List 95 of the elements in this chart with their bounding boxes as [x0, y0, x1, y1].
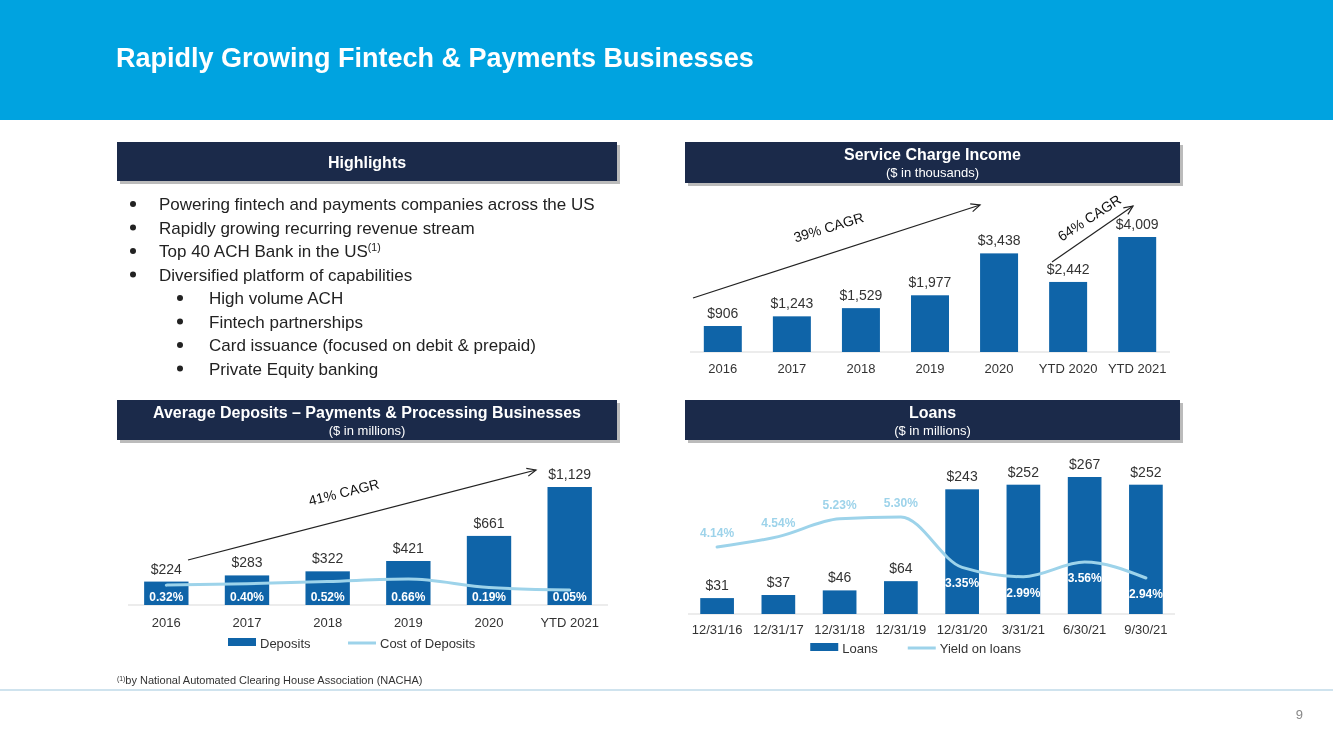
annotation: 41% CAGR	[306, 475, 381, 509]
data-label: $224	[150, 560, 183, 577]
bar	[1129, 484, 1163, 614]
data-label: 3.35%	[945, 576, 980, 591]
data-label: 0.32%	[149, 590, 184, 604]
data-label: $421	[392, 540, 425, 556]
data-label: 4.14%	[700, 525, 735, 540]
bar	[700, 598, 734, 614]
data-label: 4.54%	[761, 515, 796, 530]
data-label: 0.05%	[552, 590, 588, 604]
chart-title: Average Deposits – Payments & Processing Businesses	[152, 404, 582, 421]
data-label: $1,529	[839, 287, 883, 304]
text: High volume ACH	[209, 289, 344, 308]
x-tick-label: 6/30/21	[1062, 622, 1107, 637]
data-label: $661	[473, 514, 505, 531]
x-tick-label: 9/30/21	[1124, 622, 1168, 637]
x-tick-label: 12/31/16	[691, 622, 743, 637]
bar	[1067, 477, 1102, 614]
x-tick-label: 2020	[474, 615, 504, 630]
data-label: $1,977	[908, 274, 952, 291]
chart-subtitle: ($ in millions)	[328, 423, 406, 438]
data-label: $46	[827, 569, 852, 586]
data-label: $906	[707, 305, 739, 322]
x-tick-label: 2019	[393, 615, 423, 630]
x-tick-label: 2016	[708, 361, 738, 376]
x-tick-label: 2018	[846, 361, 876, 376]
x-tick-label: 12/31/17	[753, 622, 804, 637]
x-tick-label: 2017	[232, 615, 262, 630]
data-label: $252	[1130, 463, 1162, 480]
text: Highlights	[327, 154, 407, 171]
bar	[911, 295, 949, 352]
x-tick-label: YTD 2021	[540, 615, 599, 630]
data-label: 5.23%	[822, 497, 857, 512]
bar	[547, 487, 592, 605]
x-tick-label: YTD 2020	[1038, 361, 1098, 376]
bar	[1006, 484, 1041, 614]
chart-title: Service Charge Income	[844, 146, 1022, 163]
text: Rapidly Growing Fintech & Payments Businesses	[116, 43, 754, 73]
text: Powering fintech and payments companies across the US	[159, 195, 595, 214]
legend-label: Loans	[842, 641, 879, 656]
chart-title: Loans	[908, 404, 957, 421]
x-tick-label: 2017	[777, 361, 807, 376]
text: Diversified platform of capabilities	[159, 265, 413, 285]
text: Fintech partnerships	[209, 312, 364, 332]
text: Card issuance (focused on debit & prepaid)	[209, 336, 536, 355]
data-label: $1,129	[548, 466, 592, 482]
x-tick-label: 12/31/18	[814, 622, 865, 637]
data-label: 2.99%	[1006, 585, 1041, 600]
text: Private Equity banking	[209, 359, 379, 379]
legend-label: Cost of Deposits	[380, 636, 476, 651]
bar	[945, 489, 979, 614]
annotation: 39% CAGR	[791, 208, 866, 246]
data-label: $3,438	[977, 232, 1021, 249]
x-tick-label: 2019	[915, 361, 945, 376]
bar	[822, 590, 857, 614]
bar	[1049, 281, 1088, 352]
data-label: $2,442	[1046, 260, 1090, 277]
x-tick-label: 2016	[151, 615, 181, 630]
bar	[761, 595, 796, 614]
x-tick-label: 12/31/20	[936, 622, 988, 637]
data-label: $37	[766, 574, 791, 591]
data-label: $243	[946, 468, 978, 485]
data-label: 0.66%	[391, 590, 426, 604]
data-label: $1,243	[770, 295, 814, 312]
text: 9	[1295, 707, 1303, 722]
bar	[703, 326, 742, 352]
bar	[841, 308, 880, 352]
data-label: $252	[1007, 463, 1040, 480]
x-tick-label: 2018	[313, 615, 343, 630]
data-label: $64	[889, 560, 913, 577]
legend-label: Deposits	[260, 636, 312, 651]
bar	[772, 316, 811, 352]
chart-subtitle: ($ in millions)	[894, 423, 971, 438]
data-label: 2.94%	[1128, 587, 1164, 601]
bar	[884, 581, 918, 614]
data-label: $322	[312, 550, 344, 567]
text: Top 40 ACH Bank in the US$^{(1)}$	[159, 241, 381, 261]
x-tick-label: 12/31/19	[875, 622, 927, 637]
x-tick-label: 2020	[984, 361, 1014, 376]
legend-label: Yield on loans	[939, 641, 1022, 656]
data-label: 0.40%	[229, 590, 265, 604]
data-label: 3.56%	[1067, 570, 1102, 585]
data-label: 0.52%	[310, 590, 345, 604]
x-tick-label: 3/31/21	[1001, 622, 1046, 637]
data-label: $267	[1069, 456, 1101, 472]
bar	[1118, 237, 1157, 352]
bar	[980, 253, 1019, 352]
chart-subtitle: ($ in thousands)	[885, 165, 980, 180]
text: $^{(1)}$by National Automated Clearing House Association (NACHA)	[117, 674, 423, 686]
data-label: 5.30%	[883, 496, 919, 510]
data-label: $31	[705, 577, 729, 594]
data-label: 0.19%	[471, 590, 507, 604]
data-label: $283	[231, 554, 263, 571]
text: Rapidly growing recurring revenue stream	[159, 218, 475, 238]
x-tick-label: YTD 2021	[1107, 361, 1167, 376]
